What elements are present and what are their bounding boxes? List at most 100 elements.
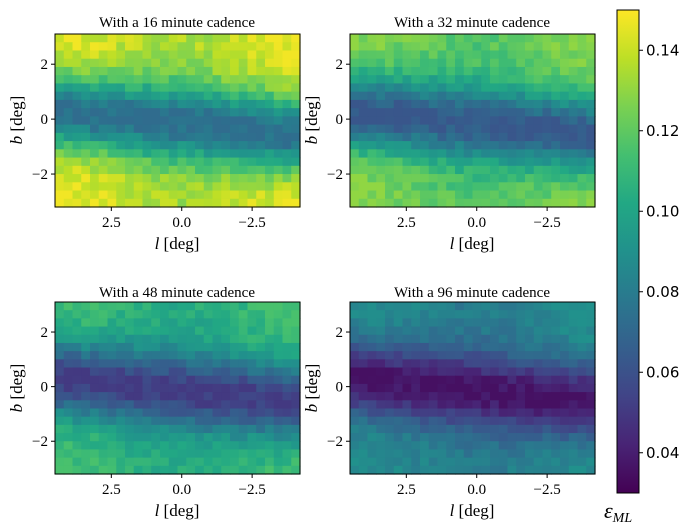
heatmap-cell bbox=[291, 441, 301, 451]
heatmap-cell bbox=[525, 91, 535, 101]
heatmap-cell bbox=[55, 326, 65, 336]
heatmap-cell bbox=[437, 318, 447, 328]
heatmap-cell bbox=[186, 424, 196, 434]
heatmap-cell bbox=[221, 190, 231, 200]
heatmap-cell bbox=[142, 182, 152, 192]
heatmap-cell bbox=[177, 124, 187, 134]
heatmap-cell bbox=[168, 334, 179, 344]
heatmap-cell bbox=[358, 367, 369, 377]
heatmap-cell bbox=[247, 326, 257, 336]
heatmap-cell bbox=[463, 124, 474, 134]
heatmap-cell bbox=[586, 334, 596, 344]
heatmap-cell bbox=[116, 190, 126, 200]
heatmap-cell bbox=[63, 124, 74, 134]
heatmap-cell bbox=[402, 400, 412, 410]
heatmap-cell bbox=[81, 42, 91, 52]
heatmap-cell bbox=[160, 182, 170, 192]
heatmap-cell bbox=[238, 392, 249, 401]
heatmap-cell bbox=[247, 58, 257, 68]
heatmap-cell bbox=[186, 359, 196, 369]
heatmap-cell bbox=[195, 310, 205, 319]
heatmap-cell bbox=[151, 182, 161, 192]
heatmap-cell bbox=[568, 408, 579, 418]
heatmap-cell bbox=[463, 83, 474, 93]
heatmap-cell bbox=[376, 99, 386, 109]
heatmap-cell bbox=[238, 165, 249, 175]
heatmap-cell bbox=[212, 326, 222, 336]
heatmap-cell bbox=[221, 408, 231, 418]
heatmap-cell bbox=[568, 400, 579, 410]
heatmap-cell bbox=[428, 108, 439, 117]
heatmap-cell bbox=[437, 132, 447, 142]
heatmap-cell bbox=[265, 359, 275, 369]
heatmap-cell bbox=[142, 449, 152, 459]
heatmap-cell bbox=[446, 334, 456, 344]
heatmap-cell bbox=[98, 116, 109, 126]
heatmap-cell bbox=[291, 457, 301, 467]
heatmap-cell bbox=[142, 302, 152, 311]
y-axis-label: b [deg] bbox=[7, 364, 26, 413]
heatmap-cell bbox=[385, 400, 395, 410]
heatmap-cell bbox=[437, 302, 447, 311]
heatmap-cell bbox=[498, 383, 509, 393]
heatmap-cell bbox=[551, 157, 561, 167]
heatmap-cell bbox=[63, 99, 74, 109]
heatmap-cell bbox=[168, 342, 179, 352]
heatmap-cell bbox=[168, 66, 179, 76]
heatmap-cell bbox=[221, 108, 231, 117]
heatmap-cell bbox=[586, 66, 596, 76]
heatmap-cell bbox=[273, 334, 284, 344]
plot-frame bbox=[349, 301, 596, 475]
heatmap-cell bbox=[72, 465, 82, 475]
heatmap-cell bbox=[428, 50, 439, 60]
heatmap-cell bbox=[116, 416, 126, 426]
heatmap-cell bbox=[411, 75, 421, 85]
heatmap-cell bbox=[221, 124, 231, 134]
heatmap-cell bbox=[256, 99, 266, 109]
plot-frame bbox=[349, 33, 596, 208]
heatmap-cell bbox=[551, 42, 561, 52]
heatmap-cell bbox=[282, 58, 292, 68]
heatmap-cell bbox=[525, 182, 535, 192]
heatmap-cell bbox=[160, 198, 170, 208]
heatmap-cell bbox=[186, 132, 196, 142]
heatmap-cell bbox=[291, 198, 301, 208]
heatmap-cell bbox=[402, 326, 412, 336]
heatmap-cell bbox=[367, 99, 377, 109]
heatmap-cell bbox=[367, 66, 377, 76]
heatmap-cell bbox=[402, 99, 412, 109]
heatmap-cell bbox=[586, 42, 596, 52]
heatmap-cell bbox=[186, 34, 196, 43]
heatmap-cell bbox=[247, 383, 257, 393]
heatmap-cell bbox=[273, 83, 284, 93]
heatmap-cell bbox=[291, 318, 301, 328]
heatmap-cell bbox=[160, 99, 170, 109]
heatmap-cell bbox=[533, 302, 544, 311]
heatmap-cell bbox=[516, 91, 526, 101]
heatmap-cell bbox=[125, 174, 135, 183]
heatmap-cell bbox=[186, 433, 196, 442]
heatmap-cell bbox=[265, 310, 275, 319]
heatmap-cell bbox=[350, 83, 360, 93]
heatmap-cell bbox=[195, 408, 205, 418]
heatmap-cell bbox=[90, 351, 100, 360]
heatmap-cell bbox=[212, 334, 222, 344]
heatmap-cell bbox=[195, 383, 205, 393]
heatmap-cell bbox=[542, 132, 552, 142]
heatmap-cell bbox=[55, 83, 65, 93]
heatmap-cell bbox=[203, 351, 214, 360]
heatmap-cell bbox=[551, 359, 561, 369]
heatmap-cell bbox=[420, 334, 430, 344]
heatmap-cell bbox=[437, 83, 447, 93]
heatmap-cell bbox=[577, 58, 587, 68]
heatmap-cell bbox=[125, 318, 135, 328]
heatmap-cell bbox=[72, 392, 82, 401]
heatmap-cell bbox=[55, 75, 65, 85]
heatmap-cell bbox=[221, 50, 231, 60]
heatmap-cell bbox=[247, 83, 257, 93]
heatmap-cell bbox=[393, 149, 404, 159]
heatmap-cell bbox=[402, 182, 412, 192]
heatmap-cell bbox=[291, 449, 301, 459]
heatmap-cell bbox=[195, 318, 205, 328]
heatmap-cell bbox=[490, 149, 500, 159]
